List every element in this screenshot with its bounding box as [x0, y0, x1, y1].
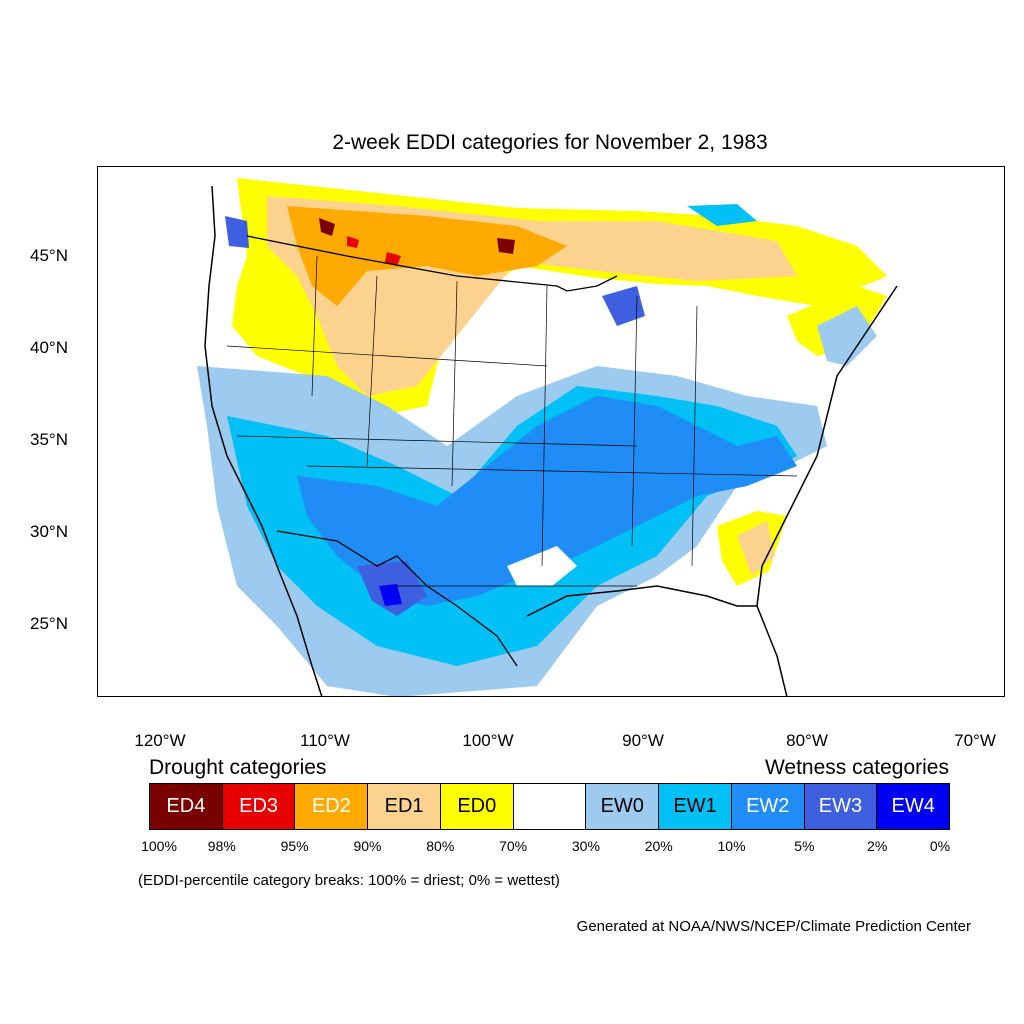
- border-us-canada: [246, 235, 618, 292]
- border-us-mexico: [276, 530, 518, 667]
- lon-tick-110w: 110°W: [300, 731, 350, 750]
- lat-tick-35: 35°N: [30, 430, 68, 449]
- lon-tick-70w: 70°W: [954, 731, 996, 750]
- region-ed2-north: [287, 206, 567, 306]
- region-ed4-spot-b: [497, 238, 515, 254]
- breaks-note: (EDDI-percentile category breaks: 100% =…: [138, 872, 560, 889]
- region-ed3-spot-b: [385, 252, 401, 266]
- percent-break-label: 90%: [353, 838, 382, 854]
- eddi-map: [97, 166, 1005, 697]
- lat-tick-25: 25°N: [30, 614, 68, 633]
- percent-break-label: 2%: [867, 838, 888, 854]
- percent-break-label: 100%: [141, 838, 177, 854]
- drought-categories-label: Drought categories: [149, 756, 327, 779]
- legend-swatch-ed4: ED4: [150, 784, 223, 829]
- percent-break-label: 0%: [929, 838, 951, 854]
- percent-break-label: 10%: [717, 838, 746, 854]
- legend-swatch-ed0: ED0: [440, 784, 514, 829]
- legend-swatch-ew2: EW2: [731, 784, 805, 829]
- lat-tick-45: 45°N: [30, 246, 68, 265]
- credit-line: Generated at NOAA/NWS/NCEP/Climate Predi…: [576, 918, 971, 935]
- region-ew2-central: [297, 396, 797, 606]
- coastline-west: [204, 185, 323, 697]
- legend-swatch-ew1: EW1: [659, 784, 732, 829]
- region-ed1-southeast: [737, 521, 775, 576]
- region-ed3-spot-a: [347, 236, 359, 248]
- legend-swatch-ed3: ED3: [222, 784, 296, 829]
- map-frame: [97, 166, 1005, 697]
- legend-swatch-ed1: ED1: [368, 784, 441, 829]
- region-ew1-north: [687, 204, 757, 226]
- legend-swatch-ew4: EW4: [877, 784, 950, 829]
- percent-break-label: 80%: [426, 838, 455, 854]
- legend-swatch-ew3: EW3: [804, 784, 878, 829]
- region-ew0-northeast: [817, 306, 877, 366]
- lon-tick-100w: 100°W: [462, 731, 514, 750]
- state-lines: [226, 255, 798, 587]
- lat-tick-40: 40°N: [30, 338, 68, 357]
- legend-swatch-ed2: ED2: [295, 784, 369, 829]
- percent-break-label: 5%: [794, 838, 815, 854]
- legend-swatch-neutral: [513, 784, 587, 829]
- region-ew3-lake: [602, 286, 645, 326]
- legend-colorbar: ED4 ED3 ED2 ED1 ED0 EW0 EW1 EW2 EW3 EW4: [149, 783, 950, 830]
- legend-swatch-ew0: EW0: [586, 784, 660, 829]
- percent-break-label: 70%: [499, 838, 528, 854]
- lon-tick-90w: 90°W: [622, 731, 664, 750]
- percent-break-label: 95%: [280, 838, 309, 854]
- region-ew3-wash: [225, 216, 249, 248]
- wetness-categories-label: Wetness categories: [764, 756, 949, 779]
- lat-tick-30: 30°N: [30, 522, 68, 541]
- region-ew4-texas: [379, 584, 402, 606]
- percent-break-label: 30%: [571, 838, 600, 854]
- percent-break-label: 98%: [207, 838, 236, 854]
- coastline-east: [756, 285, 898, 697]
- coastline-gulf: [526, 585, 757, 617]
- lon-tick-80w: 80°W: [786, 731, 828, 750]
- map-title: 2-week EDDI categories for November 2, 1…: [332, 131, 768, 154]
- region-ed4-spot-a: [319, 218, 335, 236]
- percent-break-label: 20%: [644, 838, 673, 854]
- lon-tick-120w: 120°W: [134, 731, 186, 750]
